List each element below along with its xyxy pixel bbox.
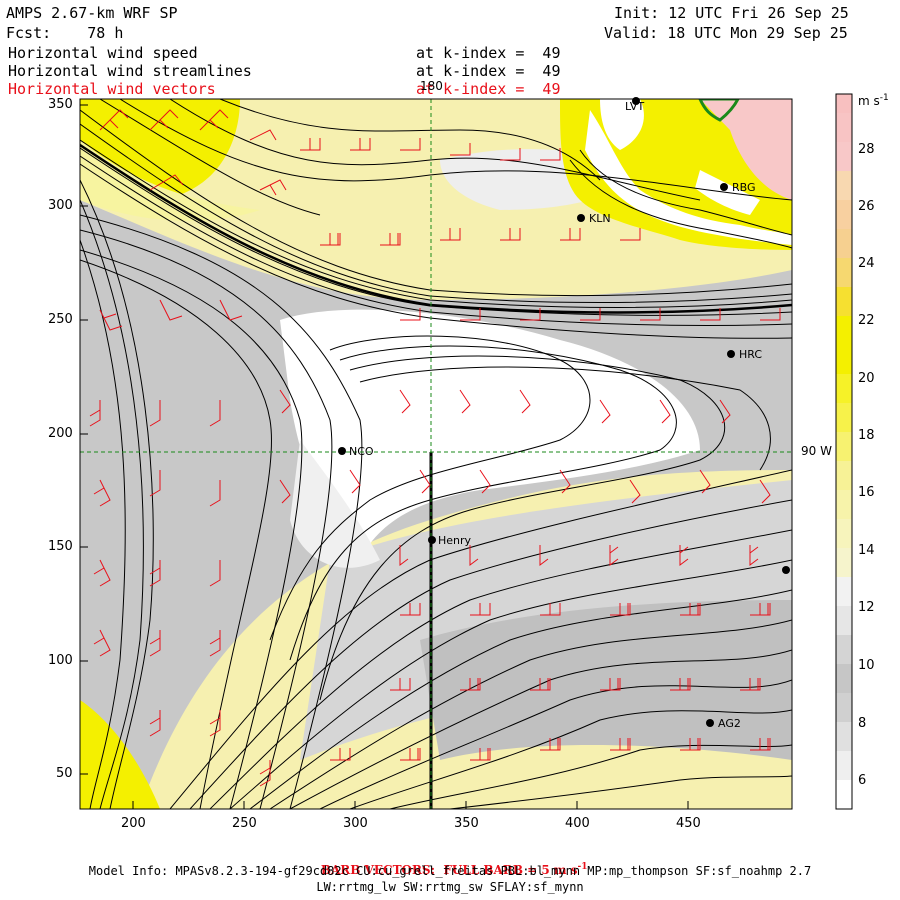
colorbar-label: 24 xyxy=(858,256,875,271)
x-tick-label: 450 xyxy=(676,816,701,831)
station-label-lvt: LVT xyxy=(625,100,644,113)
field-level-vectors: at k-index = 49 xyxy=(416,80,561,98)
barb-note-exponent: -1 xyxy=(577,862,588,872)
streamlines xyxy=(80,99,792,809)
model-info: Model Info: MPASv8.2.3-194-gf29cd82c CU:… xyxy=(88,864,812,878)
field-name-speed: Horizontal wind speed xyxy=(8,44,198,62)
station-nco xyxy=(338,447,346,455)
meridian-label: 180 xyxy=(420,79,443,93)
x-tick-label: 350 xyxy=(454,816,479,831)
colorbar-label: 10 xyxy=(858,658,875,673)
field-level-streamlines: at k-index = 49 xyxy=(416,62,561,80)
barb-note: BARB VECTORS: FULL BARB = 5 m s-1 xyxy=(0,848,900,877)
station-label-ag2: AG2 xyxy=(718,717,741,730)
x-tick-label: 400 xyxy=(565,816,590,831)
model-title: AMPS 2.67-km WRF SP xyxy=(6,4,178,22)
colorbar-label: 12 xyxy=(858,600,875,615)
colorbar-label: 20 xyxy=(858,371,875,386)
colorbar-label: 16 xyxy=(858,485,875,500)
x-tick-label: 200 xyxy=(121,816,146,831)
colorbar-units-text: m s xyxy=(858,94,880,108)
field-level-speed: at k-index = 49 xyxy=(416,44,561,62)
station-label-hrc: HRC xyxy=(739,348,762,361)
wind-speed-field xyxy=(80,99,792,809)
field-name-streamlines: Horizontal wind streamlines xyxy=(8,62,252,80)
y-tick-label: 150 xyxy=(48,539,73,554)
station-hrc xyxy=(727,350,735,358)
wind-barbs xyxy=(89,109,781,787)
plot-frame xyxy=(79,98,793,810)
station-ag2 xyxy=(706,719,714,727)
colorbar-label: 6 xyxy=(858,773,867,788)
station-kln xyxy=(577,214,585,222)
station-rbg xyxy=(720,183,728,191)
colorbar-label: 22 xyxy=(858,313,875,328)
colorbar-label: 18 xyxy=(858,428,875,443)
y-tick-label: 100 xyxy=(48,653,73,668)
axis-ticks xyxy=(80,104,689,809)
valid-time: Valid: 18 UTC Mon 29 Sep 25 xyxy=(604,24,848,42)
jet-core-streamline xyxy=(80,143,792,314)
y-tick-label: 50 xyxy=(56,766,73,781)
station-henry xyxy=(428,536,436,544)
colorbar-units: m s-1 xyxy=(858,93,889,108)
station-label-rbg: RBG xyxy=(732,181,756,194)
forecast-hour: Fcst: 78 h xyxy=(6,24,124,42)
parallel-label: 90 W xyxy=(801,444,832,458)
colorbar xyxy=(835,93,853,810)
station-label-henry: Henry xyxy=(438,534,472,547)
x-tick-label: 250 xyxy=(232,816,257,831)
station-markers xyxy=(338,97,790,727)
physics-info: LW:rrtmg_lw SW:rrtmg_sw SFLAY:sf_mynn xyxy=(316,880,584,894)
y-tick-label: 350 xyxy=(48,97,73,112)
x-tick-label: 300 xyxy=(343,816,368,831)
y-tick-label: 200 xyxy=(48,426,73,441)
colorbar-label: 14 xyxy=(858,543,875,558)
station-label-nco: NCO xyxy=(349,445,374,458)
y-tick-label: 300 xyxy=(48,198,73,213)
y-tick-label: 250 xyxy=(48,312,73,327)
colorbar-label: 26 xyxy=(858,199,875,214)
station-edge xyxy=(782,566,790,574)
station-lvt xyxy=(632,97,640,105)
colorbar-label: 8 xyxy=(858,716,867,731)
colorbar-label: 28 xyxy=(858,142,875,157)
colorbar-units-exponent: -1 xyxy=(879,93,889,103)
init-time: Init: 12 UTC Fri 26 Sep 25 xyxy=(614,4,849,22)
barb-note-text: BARB VECTORS: FULL BARB = 5 m s xyxy=(320,863,578,877)
station-label-kln: KLN xyxy=(589,212,611,225)
field-name-vectors: Horizontal wind vectors xyxy=(8,80,216,98)
